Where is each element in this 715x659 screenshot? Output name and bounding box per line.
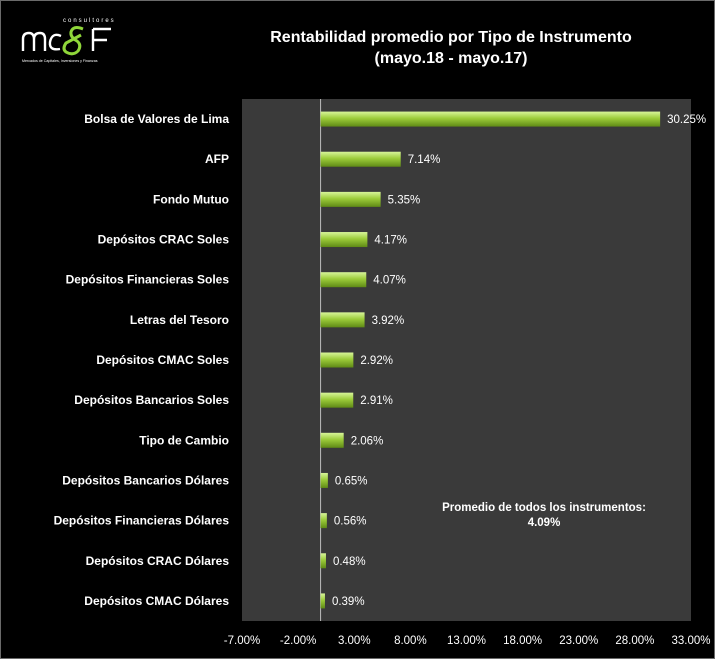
category-label: Letras del Tesoro [130, 313, 229, 327]
bar [320, 513, 327, 529]
value-label: 0.65% [335, 475, 368, 487]
company-logo: consultores Mercados de Capitales, Inver… [21, 15, 131, 67]
x-tick-labels-group: -7.00% -2.00% 3.00% 8.00% 13.00% 18.00% 23.00%… [224, 635, 711, 647]
category-label: Depósitos Bancarios Soles [74, 393, 229, 407]
bar [320, 392, 354, 408]
value-label: 2.06% [351, 435, 384, 447]
value-label: 0.56% [334, 516, 367, 528]
bar [320, 272, 367, 288]
category-label: AFP [205, 152, 229, 166]
x-tick-label: 8.00% [394, 635, 427, 647]
logo-tagline: Mercados de Capitales, Inversiones y Fin… [22, 59, 98, 63]
category-label: Depósitos CRAC Dólares [86, 554, 230, 568]
bar [320, 432, 344, 448]
category-label: Bolsa de Valores de Lima [84, 112, 229, 126]
bar [320, 553, 326, 569]
x-tick-label: 33.00% [671, 635, 710, 647]
category-label: Depósitos Financieras Soles [66, 273, 230, 287]
value-label: 30.25% [667, 114, 706, 126]
category-label: Depósitos CMAC Dólares [84, 594, 229, 608]
value-labels-group: 30.25% 7.14% 5.35% 4.17% 4.07% 3.92% 2.92% 2.91… [332, 114, 706, 608]
category-label: Depósitos CRAC Soles [98, 233, 230, 247]
logo-mark-icon: consultores Mercados de Capitales, Inver… [21, 18, 116, 63]
bar [320, 151, 401, 167]
x-tick-label: 3.00% [338, 635, 371, 647]
bars-group [320, 111, 661, 609]
x-tick-label: 18.00% [503, 635, 542, 647]
bar [320, 593, 325, 609]
bar [320, 312, 365, 328]
value-label: 0.39% [332, 596, 365, 608]
x-tick-label: 28.00% [615, 635, 654, 647]
value-label: 2.91% [360, 395, 393, 407]
bar [320, 111, 661, 127]
x-tick-label: 23.00% [559, 635, 598, 647]
x-tick-label: 13.00% [447, 635, 486, 647]
plot-area [242, 99, 691, 621]
bar [320, 352, 354, 368]
chart-title: Rentabilidad promedio por Tipo de Instru… [211, 27, 691, 69]
category-label: Depósitos Bancarios Dólares [62, 473, 229, 487]
value-label: 3.92% [372, 315, 405, 327]
value-label: 5.35% [388, 194, 421, 206]
category-label: Depósitos Financieras Dólares [54, 514, 230, 528]
x-tick-label: -2.00% [280, 635, 316, 647]
x-tick-label: -7.00% [224, 635, 260, 647]
category-label: Depósitos CMAC Soles [96, 353, 229, 367]
logo-top-text: consultores [63, 18, 116, 24]
category-label: Fondo Mutuo [153, 192, 229, 206]
category-label: Tipo de Cambio [139, 433, 229, 447]
bar [320, 191, 381, 207]
value-label: 0.48% [333, 556, 366, 568]
chart-title-line-2: (mayo.18 - mayo.17) [374, 50, 528, 67]
category-labels-group: Bolsa de Valores de Lima AFP Fondo Mutuo De… [54, 112, 230, 608]
bar [320, 232, 368, 248]
value-label: 4.07% [373, 275, 406, 287]
chart-title-line-1: Rentabilidad promedio por Tipo de Instru… [270, 29, 632, 46]
bar [320, 472, 328, 488]
average-annotation-label: Promedio de todos los instrumentos: [442, 502, 646, 514]
average-annotation-value: 4.09% [527, 517, 561, 529]
average-annotation: Promedio de todos los instrumentos: 4.09… [401, 501, 687, 531]
value-label: 7.14% [408, 154, 441, 166]
value-label: 2.92% [360, 355, 393, 367]
value-label: 4.17% [374, 235, 407, 247]
